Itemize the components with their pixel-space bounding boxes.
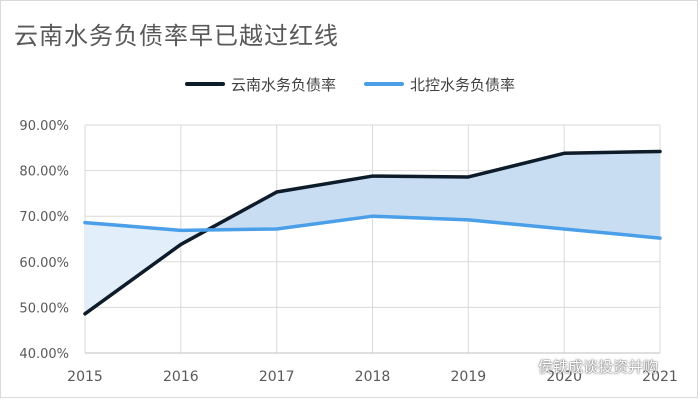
series-line-beikong (83, 214, 662, 240)
y-tick-label: 70.00% (19, 210, 69, 225)
legend-label-yunnan: 云南水务负债率 (230, 75, 336, 94)
watermark-text: 侯铁成谈投资并购 (538, 358, 659, 376)
y-tick-label: 40.00% (19, 347, 69, 362)
legend: 云南水务负债率 北控水务负债率 (0, 72, 700, 96)
x-tick-label: 2021 (642, 369, 678, 385)
x-tick-label: 2018 (355, 369, 391, 385)
x-tick-label: 2015 (67, 369, 103, 385)
legend-item-yunnan: 云南水务负债率 (184, 74, 336, 95)
legend-item-beikong: 北控水务负债率 (364, 74, 515, 95)
y-tick-label: 80.00% (19, 165, 69, 180)
legend-label-beikong: 北控水务负债率 (410, 75, 516, 94)
chart-title: 云南水务负债率早已越过红线 (14, 22, 339, 50)
fill-between-area (207, 151, 660, 239)
legend-swatch-yunnan (184, 82, 225, 86)
wechat-icon (512, 358, 532, 374)
series-line-yunnan (83, 149, 662, 316)
y-tick-label: 90.00% (19, 119, 69, 134)
x-tick-label: 2017 (259, 369, 295, 385)
x-tick-label: 2019 (451, 369, 487, 385)
legend-swatch-beikong (364, 82, 404, 86)
x-tick-label: 2016 (163, 369, 199, 385)
x-tick-label: 2020 (546, 369, 582, 385)
watermark: 侯铁成谈投资并购 (512, 356, 658, 377)
y-tick-label: 60.00% (19, 256, 69, 271)
y-tick-label: 50.00% (19, 301, 69, 316)
